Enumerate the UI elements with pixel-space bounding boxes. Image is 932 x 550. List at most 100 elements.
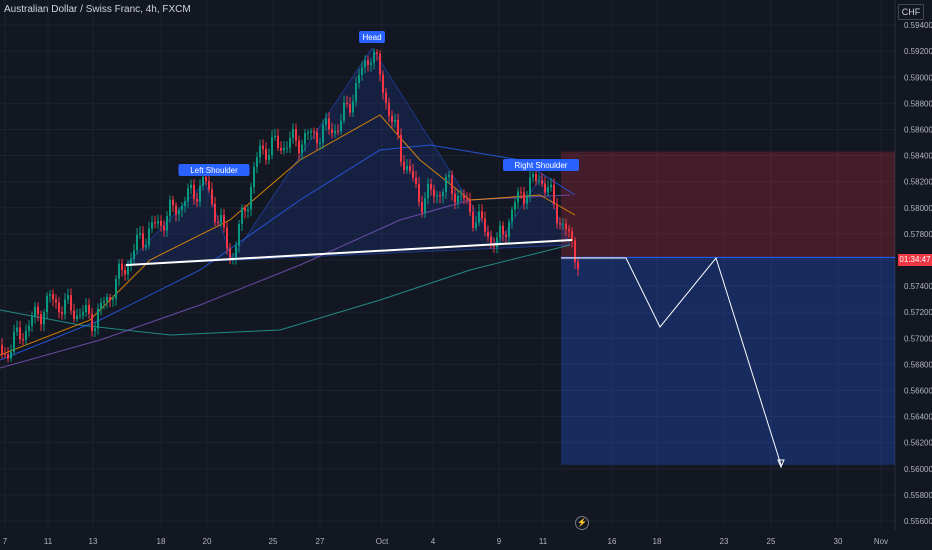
candle-body (181, 205, 183, 211)
candle-body (250, 187, 252, 210)
x-tick-label: 18 (653, 537, 662, 546)
candle-body (454, 193, 456, 203)
candle-body (520, 191, 522, 193)
candle-body (115, 279, 117, 299)
candle-body (100, 302, 102, 309)
candle-body (553, 184, 555, 205)
candle-body (58, 302, 60, 313)
candle-body (274, 135, 276, 138)
candle-body (1, 344, 3, 354)
candle-body (310, 131, 312, 133)
candle-body (25, 330, 27, 340)
pattern-label-bg (178, 164, 250, 176)
y-tick-label: 0.55600 (904, 517, 932, 526)
candle-body (10, 351, 12, 359)
candle-body (469, 199, 471, 212)
candle-body (331, 129, 333, 134)
candle-body (334, 130, 336, 134)
lightning-icon[interactable]: ⚡ (575, 516, 589, 530)
candle-body (70, 295, 72, 311)
x-tick-label: Nov (874, 537, 888, 546)
candle-body (523, 192, 525, 204)
candle-body (199, 185, 201, 202)
candle-body (244, 207, 246, 212)
candle-body (571, 231, 573, 241)
head-shoulders-pattern (125, 47, 571, 266)
y-tick-label: 0.56000 (904, 465, 932, 474)
candle-body (82, 312, 84, 316)
projection-arrow-icon (777, 459, 785, 469)
chart-title: Australian Dollar / Swiss Franc, 4h, FXC… (4, 4, 191, 15)
candle-body (406, 165, 408, 170)
candle-body (430, 183, 432, 190)
candle-body (415, 177, 417, 184)
candle-body (442, 192, 444, 197)
x-tick-label: 27 (316, 537, 325, 546)
candle-body (385, 92, 387, 103)
y-tick-label: 0.56200 (904, 439, 932, 448)
candle-body (148, 228, 150, 246)
candle-body (457, 195, 459, 203)
candle-body (220, 214, 222, 223)
candle-body (154, 222, 156, 224)
candle-body (472, 211, 474, 228)
candle-body (265, 148, 267, 160)
candle-body (109, 297, 111, 300)
candle-body (445, 176, 447, 193)
candle-body (508, 221, 510, 238)
candle-body (22, 339, 24, 341)
candle-body (262, 145, 264, 149)
x-tick-label: 11 (44, 537, 53, 546)
x-tick-label: 16 (608, 537, 617, 546)
pattern-label-bg (503, 159, 579, 171)
candle-body (436, 195, 438, 197)
x-tick-label: Oct (376, 537, 389, 546)
candle-body (547, 187, 549, 193)
candle-body (466, 198, 468, 200)
candle-body (178, 210, 180, 215)
y-tick-label: 0.59000 (904, 73, 932, 82)
candle-body (175, 205, 177, 215)
y-tick-label: 0.58800 (904, 99, 932, 108)
candle-body (190, 184, 192, 189)
candle-body (325, 118, 327, 125)
candle-body (439, 195, 441, 197)
candle-body (358, 74, 360, 84)
candle-body (13, 331, 15, 352)
candle-body (376, 52, 378, 54)
candle-body (151, 222, 153, 229)
pattern-label: Left Shoulder (190, 166, 238, 175)
candle-body (295, 129, 297, 141)
candle-body (535, 174, 537, 181)
candle-body (343, 102, 345, 121)
candle-body (223, 214, 225, 228)
candle-body (277, 135, 279, 149)
candle-body (85, 304, 87, 313)
x-tick-label: 25 (269, 537, 278, 546)
candle-body (496, 237, 498, 247)
candle-body (484, 218, 486, 232)
candle-body (304, 133, 306, 145)
candle-body (211, 189, 213, 204)
y-tick-label: 0.58000 (904, 204, 932, 213)
candle-body (301, 144, 303, 154)
candle-body (298, 140, 300, 154)
candle-body (4, 353, 6, 355)
candle-body (16, 327, 18, 332)
candle-body (361, 67, 363, 75)
candle-body (40, 314, 42, 325)
currency-selector[interactable]: CHF (898, 4, 924, 20)
candle-body (502, 225, 504, 235)
candle-body (511, 209, 513, 222)
y-tick-label: 0.56600 (904, 386, 932, 395)
stop-loss-zone (561, 151, 895, 258)
candle-body (424, 198, 426, 213)
take-profit-zone (561, 257, 895, 465)
y-tick-label: 0.58200 (904, 178, 932, 187)
x-tick-label: 30 (834, 537, 843, 546)
candle-body (292, 129, 294, 138)
candle-body (259, 145, 261, 158)
candle-body (481, 211, 483, 219)
candle-body (313, 131, 315, 133)
